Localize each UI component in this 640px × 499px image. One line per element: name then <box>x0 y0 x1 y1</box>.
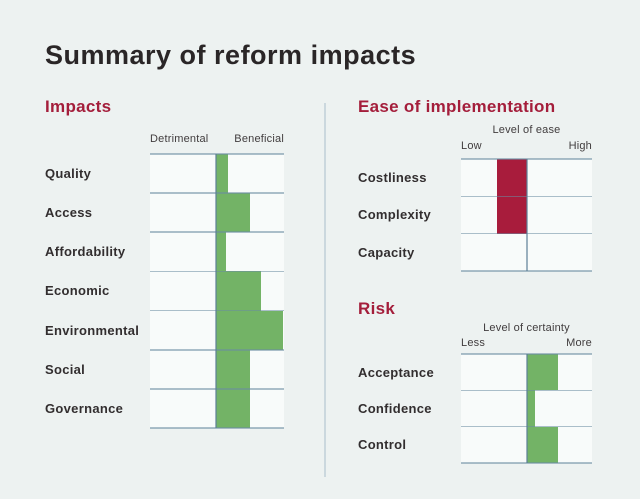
risk-category-labels: Acceptance Confidence Control <box>358 354 458 463</box>
gridline <box>150 309 284 312</box>
category-label-access: Access <box>45 205 93 221</box>
column-divider <box>324 103 326 477</box>
category-label-economic: Economic <box>45 283 110 299</box>
axis-centerline <box>215 154 217 428</box>
bar-complexity <box>497 196 527 234</box>
category-label-control: Control <box>358 437 407 453</box>
risk-axis-label-right: More <box>566 337 592 349</box>
risk-axis-label-left: Less <box>461 337 486 349</box>
bar-costliness <box>497 159 527 197</box>
gridline <box>150 348 284 351</box>
category-label-governance: Governance <box>45 400 124 416</box>
ease-section-title: Ease of implementation <box>358 97 556 116</box>
impacts-chart: Detrimental Beneficial Quality Access Affo… <box>45 133 284 429</box>
gridline <box>150 192 284 194</box>
bar-affordability <box>216 232 227 272</box>
category-label-complexity: Complexity <box>358 207 432 223</box>
ease-category-labels: Costliness Complexity Capacity <box>358 159 458 271</box>
bar-economic <box>216 271 261 311</box>
bar-access <box>216 193 250 233</box>
impacts-section-title: Impacts <box>45 97 112 116</box>
bar-environmental <box>216 310 284 350</box>
bar-confidence <box>527 390 535 427</box>
gridline <box>150 427 284 429</box>
risk-plot-area <box>461 353 592 464</box>
category-label-affordability: Affordability <box>45 244 126 260</box>
impacts-axis-label-left: Detrimental <box>150 133 209 145</box>
ease-plot-area <box>461 158 592 272</box>
gridline <box>150 270 284 273</box>
category-label-costliness: Costliness <box>358 170 427 186</box>
category-label-social: Social <box>45 361 86 377</box>
bar-acceptance <box>527 354 559 391</box>
risk-chart: Level of certainty Less More Acceptance C… <box>358 322 592 464</box>
ease-axis-label-left: Low <box>461 140 482 152</box>
impacts-category-labels: Quality Access Affordability Economic Enviro… <box>45 154 145 428</box>
page-title: Summary of reform impacts <box>45 40 417 70</box>
impacts-plot-area <box>150 153 284 429</box>
axis-centerline <box>526 354 528 463</box>
category-label-acceptance: Acceptance <box>358 364 434 380</box>
bar-control <box>527 426 559 463</box>
impacts-axis-label-right: Beneficial <box>234 133 284 145</box>
risk-section-title: Risk <box>358 299 396 318</box>
ease-chart: Level of ease Low High Costliness Complex… <box>358 124 592 272</box>
bar-social <box>216 349 250 389</box>
gridline <box>150 231 284 234</box>
category-label-quality: Quality <box>45 166 92 182</box>
axis-centerline <box>526 159 528 271</box>
gridline <box>150 153 284 155</box>
category-label-capacity: Capacity <box>358 244 415 260</box>
bar-quality <box>216 154 229 194</box>
bar-governance <box>216 388 250 428</box>
risk-axis-title: Level of certainty <box>483 322 570 334</box>
category-label-environmental: Environmental <box>45 322 140 338</box>
ease-axis-label-right: High <box>568 140 592 152</box>
gridline <box>150 388 284 390</box>
category-label-confidence: Confidence <box>358 400 432 416</box>
ease-axis-title: Level of ease <box>492 124 561 136</box>
